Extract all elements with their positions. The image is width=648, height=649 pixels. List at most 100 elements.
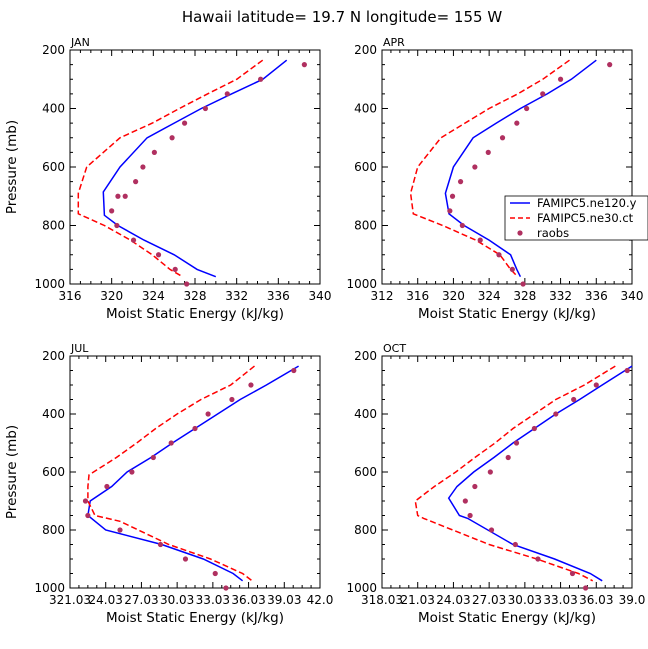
jul-xtick-label: 33.03 xyxy=(196,593,230,607)
apr-raobs-point xyxy=(520,281,526,287)
oct-raobs-point xyxy=(569,570,576,577)
apr-xtick-label: 328 xyxy=(513,289,536,303)
oct-xtick-label: 21.03 xyxy=(401,593,435,607)
jul-ytick-label: 1000 xyxy=(34,581,65,595)
legend-swatch-raobs xyxy=(517,230,523,236)
jan-xtick-label: 336 xyxy=(267,289,290,303)
jul-raobs-point xyxy=(85,512,91,519)
jul-ytick-label: 200 xyxy=(42,349,65,363)
jan-raobs-point xyxy=(115,193,121,199)
apr-xtick-label: 336 xyxy=(585,289,608,303)
oct-raobs-point xyxy=(512,541,518,548)
jul-raobs-point xyxy=(248,382,254,388)
oct-ytick-label: 600 xyxy=(354,465,377,479)
jul-raobs-point xyxy=(104,483,110,490)
oct-raobs-point xyxy=(582,585,589,591)
apr-xtick-label: 312 xyxy=(371,289,394,303)
oct-xtick-label: 27.03 xyxy=(472,593,506,607)
apr-xtick-label: 324 xyxy=(478,289,501,303)
jan-raobs-point xyxy=(172,266,178,272)
oct-xtick-label: 36.03 xyxy=(579,593,613,607)
jul-xtick-label: 24.03 xyxy=(89,593,123,607)
oct-raobs-point xyxy=(505,454,511,461)
oct-raobs-point xyxy=(531,425,537,432)
jul-raobs-point xyxy=(205,411,211,417)
jan-raobs-point xyxy=(109,208,115,214)
jul-raobs-point xyxy=(192,425,198,432)
oct-raobs-point xyxy=(472,483,478,490)
jul-plot-frame xyxy=(69,355,321,589)
jul-raobs-point xyxy=(150,454,156,461)
jul-raobs-point xyxy=(117,527,123,533)
jan-raobs-point xyxy=(184,281,190,287)
apr-raobs-point xyxy=(477,237,483,243)
oct-raobs-point xyxy=(513,440,520,446)
legend-label-ne30: FAMIPC5.ne30.ct xyxy=(537,211,634,225)
apr-raobs-point xyxy=(449,193,456,199)
jul-raobs-point xyxy=(182,556,189,562)
apr-raobs-point xyxy=(514,120,520,126)
jul-model-ne120-line xyxy=(87,365,299,582)
oct-model-ne120-line xyxy=(447,365,633,582)
oct-xlabel: Moist Static Energy (kJ/kg) xyxy=(418,610,596,626)
apr-ytick-label: 1000 xyxy=(346,277,377,291)
jan-ylabel: Pressure (mb) xyxy=(4,120,20,214)
jul-raobs-point xyxy=(129,469,135,475)
jul-panel-label: JUL xyxy=(70,342,89,355)
apr-panel-label: APR xyxy=(383,36,405,49)
jul-raobs-point xyxy=(168,440,174,446)
jan-ytick-label: 800 xyxy=(42,219,65,233)
jul-ytick-label: 600 xyxy=(42,465,65,479)
apr-raobs-point xyxy=(524,105,530,112)
apr-xlabel: Moist Static Energy (kJ/kg) xyxy=(418,306,596,322)
oct-raobs-point xyxy=(571,396,577,403)
oct-raobs-point xyxy=(624,367,630,374)
jan-xtick-label: 340 xyxy=(309,289,332,303)
jul-xtick-label: 27.03 xyxy=(124,593,158,607)
jan-ytick-label: 600 xyxy=(42,160,65,174)
jan-raobs-point xyxy=(202,105,209,112)
jul-ytick-label: 800 xyxy=(42,523,65,537)
jan-raobs-point xyxy=(114,222,120,229)
apr-xtick-label: 320 xyxy=(442,289,465,303)
jul-xtick-label: 42.0 xyxy=(307,593,334,607)
apr-raobs-point xyxy=(485,149,491,155)
apr-ytick-label: 200 xyxy=(354,43,377,57)
apr-raobs-point xyxy=(607,62,613,68)
oct-xtick-label: 318.03 xyxy=(361,593,403,607)
jan-raobs-point xyxy=(133,179,139,185)
apr-raobs-point xyxy=(496,252,502,258)
jan-ytick-label: 200 xyxy=(42,43,65,57)
apr-raobs-point xyxy=(447,208,453,214)
oct-raobs-point xyxy=(593,382,599,388)
apr-raobs-point xyxy=(499,135,506,141)
legend-label-ne120: FAMIPC5.ne120.y xyxy=(537,196,637,210)
jul-ytick-label: 400 xyxy=(42,407,65,421)
jan-xlabel: Moist Static Energy (kJ/kg) xyxy=(106,306,284,322)
apr-ytick-label: 800 xyxy=(354,219,377,233)
oct-raobs-point xyxy=(488,527,495,533)
oct-model-ne30-line xyxy=(414,365,616,582)
oct-ytick-label: 200 xyxy=(354,349,377,363)
jul-raobs-point xyxy=(82,498,89,504)
jan-raobs-point xyxy=(122,193,128,199)
apr-raobs-point xyxy=(472,164,478,170)
oct-raobs-point xyxy=(462,498,468,504)
oct-xtick-label: 30.03 xyxy=(508,593,542,607)
apr-raobs-point xyxy=(459,222,465,229)
legend: FAMIPC5.ne120.y FAMIPC5.ne30.ct raobs xyxy=(504,195,648,241)
jul-xtick-label: 39.03 xyxy=(267,593,301,607)
jul-raobs-point xyxy=(223,585,229,591)
jan-raobs-point xyxy=(224,91,230,97)
oct-ytick-label: 800 xyxy=(354,523,377,537)
figure-title: Hawaii latitude= 19.7 N longitude= 155 W xyxy=(182,8,502,26)
apr-plot-frame xyxy=(381,49,633,285)
oct-raobs-point xyxy=(535,556,541,562)
jul-xlabel: Moist Static Energy (kJ/kg) xyxy=(106,610,284,626)
jan-xtick-label: 324 xyxy=(142,289,165,303)
jan-panel-label: JAN xyxy=(70,36,90,49)
jan-ytick-label: 400 xyxy=(42,102,65,116)
